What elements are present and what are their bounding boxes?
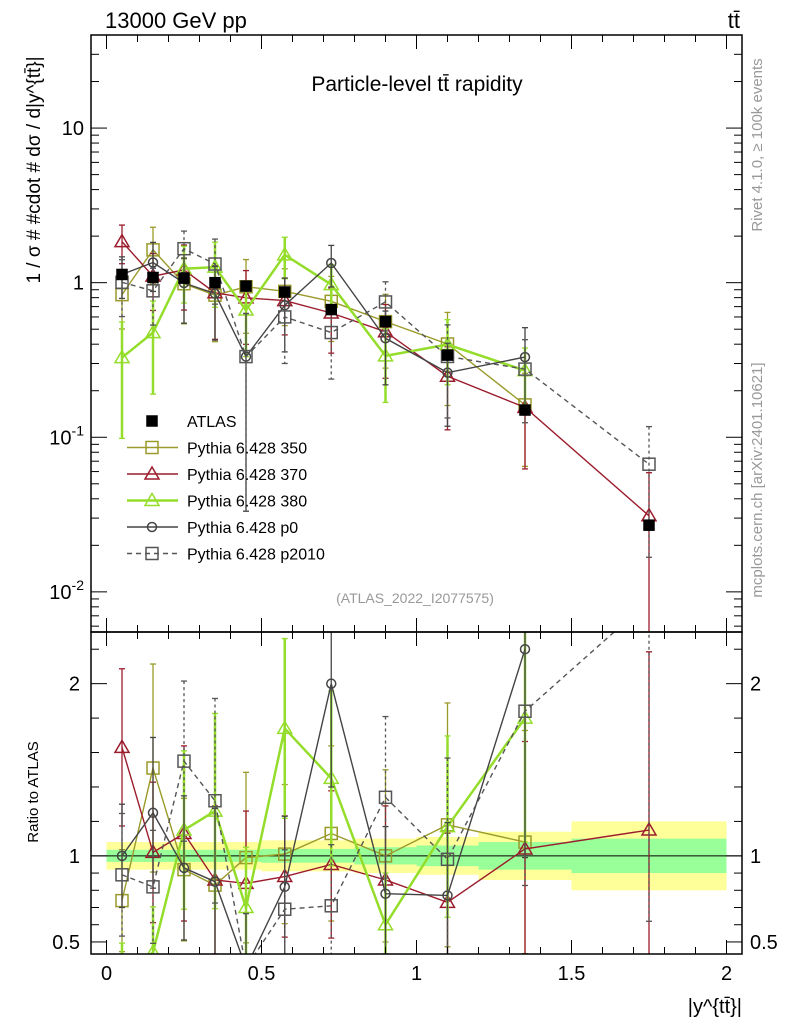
pythia-6-428-p2010-ratio-point: [278, 902, 292, 916]
plot-title: Particle-level tt̄ rapidity: [311, 73, 523, 96]
pythia-6-428-380-ratio-line: [148, 717, 527, 954]
pythia-6-428-p0-main-point: [147, 257, 159, 268]
atlas-data-point: [279, 286, 291, 298]
side-label-mcplots: mcplots.cern.ch [arXiv:2401.10621]: [749, 362, 766, 597]
legend-label: Pythia 6.428 380: [187, 494, 307, 511]
pythia-6-428-p2010-ratio-point: [177, 754, 191, 768]
pythia-6-428-p0-main-point: [326, 257, 337, 269]
legend-label: ATLAS: [187, 414, 237, 431]
ratio-tick-label-right: 0.5: [750, 932, 778, 954]
pythia-6-428-380-main-point: [144, 324, 162, 339]
atlas-data-point: [240, 280, 252, 292]
pythia-6-428-p2010-ratio-point: [324, 899, 338, 913]
ratio-tick-label-left: 0.5: [52, 932, 80, 954]
pythia-6-428-380-ratio-point: [147, 943, 159, 954]
pythia-6-428-350-ratio-line: [121, 765, 526, 901]
pythia-6-428-p2010-main-point: [177, 241, 191, 256]
pythia-6-428-p2010-main-point: [518, 362, 532, 376]
y-tick-label: 10-2: [49, 577, 84, 604]
legend-marker: [146, 521, 158, 533]
legend-marker: [143, 465, 161, 480]
pythia-6-428-380-main-line: [121, 253, 526, 372]
pythia-6-428-380-ratio-point: [237, 899, 255, 914]
pythia-6-428-p2010-ratio-line: [121, 632, 616, 954]
atlas-data-point: [178, 272, 190, 284]
y-axis-label: 1 / σ # #cdot # dσ / d|y^{tt̄}|: [24, 56, 45, 283]
pythia-6-428-p2010-main-point: [324, 325, 338, 340]
legend-marker: [143, 492, 161, 507]
pythia-6-428-p2010-ratio-point: [115, 868, 129, 882]
pythia-6-428-380-main-point: [276, 246, 294, 261]
pythia-6-428-p2010-main-point: [642, 457, 656, 471]
pythia-6-428-p2010-ratio-point: [440, 852, 455, 867]
legend-label: Pythia 6.428 p2010: [187, 547, 325, 564]
pythia-6-428-p2010-ratio-point: [518, 704, 532, 718]
ratio-axis-label: Ratio to ATLAS: [25, 741, 42, 842]
x-tick-label: 0: [101, 963, 112, 985]
pythia-6-428-p2010-ratio-point: [208, 793, 222, 808]
atlas-data-point: [519, 404, 531, 416]
legend-label: Pythia 6.428 370: [187, 467, 307, 484]
x-tick-label: 1: [411, 963, 422, 985]
y-tick-label: 10-1: [49, 422, 84, 449]
pythia-6-428-p2010-main-line: [121, 247, 650, 465]
atlas-data-point: [325, 303, 337, 316]
atlas-data-point: [441, 349, 454, 361]
legend-marker: [146, 415, 158, 427]
ratio-tick-label-right: 1: [750, 846, 761, 868]
pythia-6-428-p2010-ratio-point: [146, 880, 160, 894]
pythia-6-428-p0-main-line: [121, 261, 526, 374]
pythia-6-428-370-ratio-point: [113, 738, 131, 754]
energy-label: 13000 GeV pp: [105, 8, 247, 33]
atlas-data-point: [209, 276, 221, 289]
y-tick-label: 1: [73, 273, 84, 295]
pythia-6-428-350-main-line: [121, 248, 526, 406]
analysis-id: (ATLAS_2022_I2077575): [336, 590, 494, 606]
ratio-tick-label-left: 1: [69, 846, 80, 868]
pythia-6-428-380-ratio-point: [276, 719, 294, 735]
pythia-6-428-p2010-main-point: [208, 257, 222, 271]
x-tick-label: 0.5: [248, 963, 276, 985]
process-label: tt̄: [728, 8, 740, 33]
atlas-data-point: [379, 315, 392, 328]
pythia-6-428-p0-ratio-point: [326, 678, 337, 689]
pythia-6-428-p0-ratio-line: [121, 649, 526, 954]
ratio-tick-label-left: 2: [69, 674, 80, 696]
pythia-6-428-p2010-main-point: [278, 310, 292, 324]
ratio-tick-label-right: 2: [750, 674, 761, 696]
pythia-6-428-p0-main-point: [380, 333, 391, 344]
legend-label: Pythia 6.428 350: [187, 441, 307, 458]
pythia-6-428-p2010-main-point: [239, 349, 253, 364]
legend-marker: [145, 546, 159, 561]
pythia-6-428-370-main-point: [113, 233, 131, 248]
atlas-data-point: [116, 268, 128, 281]
pythia-6-428-p0-ratio-point: [147, 807, 159, 819]
pythia-6-428-380-main-point: [322, 276, 340, 291]
y-tick-label: 10: [62, 118, 84, 140]
atlas-data-point: [643, 519, 655, 531]
x-axis-label: |y^{tt̄}|: [688, 996, 742, 1018]
atlas-data-point: [147, 271, 159, 284]
pythia-6-428-380-ratio-point: [115, 971, 129, 983]
pythia-6-428-p2010-ratio-point: [378, 790, 393, 805]
pythia-6-428-p2010-main-point: [378, 295, 393, 309]
pythia-6-428-p0-ratio-point: [178, 862, 190, 874]
legend-marker: [145, 440, 159, 455]
pythia-6-428-p2010-main-point: [146, 284, 160, 298]
legend-label: Pythia 6.428 p0: [187, 520, 298, 537]
x-tick-label: 2: [721, 963, 732, 985]
side-label-rivet: Rivet 4.1.0, ≥ 100k events: [749, 58, 766, 231]
pythia-6-428-p0-ratio-point: [380, 888, 391, 899]
ratio-plot-frame: [90, 631, 743, 955]
x-tick-label: 1.5: [558, 963, 586, 985]
pythia-6-428-380-main-point: [113, 349, 131, 364]
